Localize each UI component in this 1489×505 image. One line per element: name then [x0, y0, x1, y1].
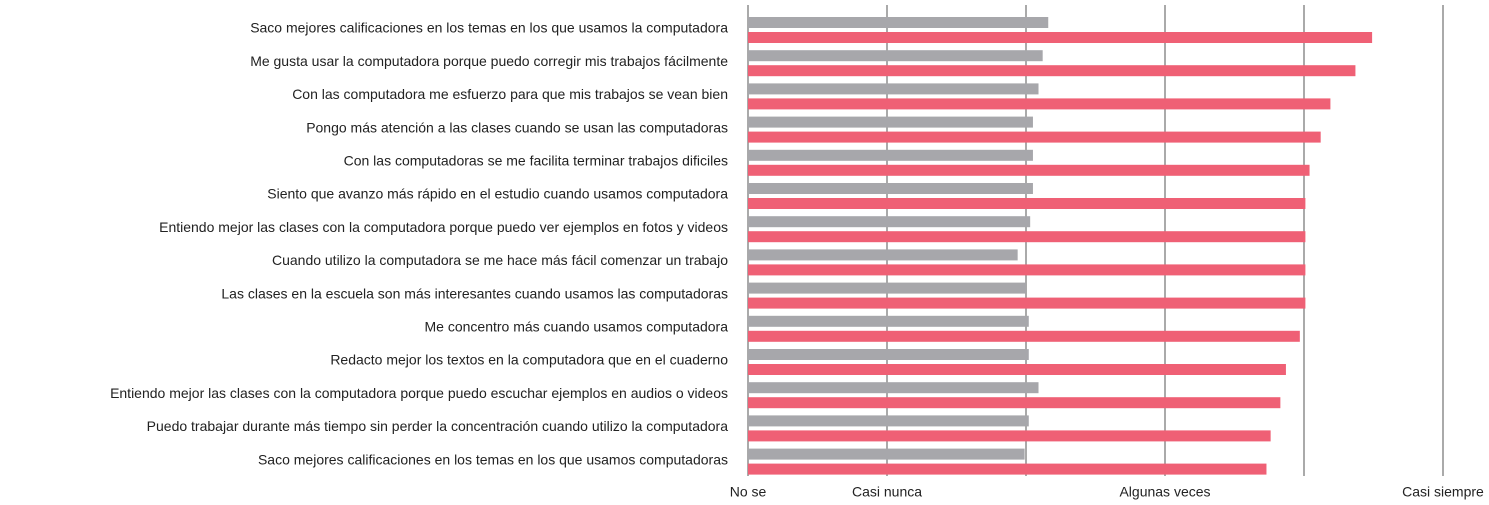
bar	[748, 116, 1033, 128]
bar	[748, 65, 1356, 77]
bar	[748, 297, 1306, 309]
category-label: Las clases en la escuela son más interes…	[221, 285, 728, 301]
category-label: Entiendo mejor las clases con la computa…	[159, 219, 728, 235]
bar	[748, 83, 1039, 95]
category-label: Pongo más atención a las clases cuando s…	[306, 119, 728, 135]
category-label: Siento que avanzo más rápido en el estud…	[267, 186, 728, 202]
category-label: Con las computadora me esfuerzo para que…	[292, 86, 728, 102]
category-label: Me gusta usar la computadora porque pued…	[250, 53, 728, 69]
category-label: Con las computadoras se me facilita term…	[344, 153, 728, 169]
bar	[748, 231, 1306, 243]
bar	[748, 448, 1025, 460]
category-label: Entiendo mejor las clases con la computa…	[110, 385, 728, 401]
x-tick-label: No se	[730, 484, 767, 500]
bar	[748, 198, 1306, 209]
bar	[748, 131, 1321, 143]
bar	[748, 330, 1300, 342]
bar	[748, 32, 1373, 43]
bar	[748, 264, 1306, 276]
category-label: Cuando utilizo la computadora se me hace…	[272, 252, 728, 268]
bar	[748, 463, 1267, 475]
bar	[748, 397, 1281, 409]
bar	[748, 349, 1029, 360]
bar	[748, 183, 1033, 194]
category-label: Puedo trabajar durante más tiempo sin pe…	[147, 418, 729, 434]
x-tick-label: Casi nunca	[852, 484, 922, 500]
bar	[748, 249, 1018, 261]
bar	[748, 17, 1049, 28]
category-label: Saco mejores calificaciones en los temas…	[258, 451, 728, 467]
bar	[748, 415, 1029, 427]
bar	[748, 430, 1271, 442]
category-label: Saco mejores calificaciones en los temas…	[250, 20, 728, 36]
bar	[748, 364, 1286, 375]
bar	[748, 382, 1039, 394]
bar	[748, 149, 1033, 161]
bar	[748, 50, 1043, 62]
x-tick-label: Algunas veces	[1119, 484, 1210, 500]
bar	[748, 282, 1026, 294]
category-label: Redacto mejor los textos en la computado…	[330, 352, 728, 368]
x-tick-label: Casi siempre	[1402, 484, 1484, 500]
bar	[748, 164, 1310, 176]
bar	[748, 98, 1331, 110]
category-label: Me concentro más cuando usamos computado…	[425, 319, 729, 335]
bar	[748, 216, 1031, 228]
bar	[748, 315, 1029, 327]
